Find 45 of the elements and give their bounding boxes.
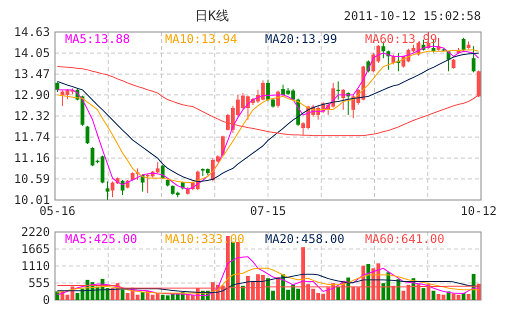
x-tick-label: 05-16 [39, 204, 76, 218]
candlestick [452, 58, 456, 70]
text: MA20:13.99 [265, 32, 338, 46]
line-series [56, 274, 480, 293]
y-tick-label: 10.01 [14, 192, 50, 207]
y-tick-label: 10.59 [14, 172, 50, 186]
y-tick-label: 1665 [21, 242, 50, 256]
y-tick-label: 12.32 [14, 108, 50, 123]
bar [472, 274, 476, 300]
x-tick-label: 10-12 [460, 204, 497, 218]
bar [120, 290, 124, 300]
bar [466, 294, 470, 300]
chart-subtitle: 2011-10-12 15:02:58 [344, 9, 481, 23]
candlestick [266, 79, 270, 102]
bar [140, 292, 145, 300]
line-series [56, 268, 480, 294]
text: MA10:13.94 [165, 32, 238, 46]
candlestick [86, 125, 90, 144]
line-series [56, 256, 480, 296]
y-tick-label: 1110 [21, 258, 50, 273]
bar [432, 290, 436, 300]
y-tick-label: 11.16 [14, 151, 50, 166]
text: MA5:425.00 [65, 232, 138, 246]
y-tick-label: 12.90 [14, 88, 50, 102]
candlestick [120, 180, 124, 196]
y-tick-label: 13.47 [14, 67, 50, 82]
candlestick [271, 98, 275, 108]
y-tick-label: 0 [42, 292, 50, 307]
text: MA60:641.00 [365, 232, 444, 246]
bar [231, 242, 235, 300]
bar [422, 288, 426, 300]
y-tick-label: 555 [28, 276, 50, 290]
candlestick [462, 37, 466, 52]
text: MA20:458.00 [265, 232, 344, 246]
candlestick [56, 82, 60, 92]
candlestick [106, 180, 110, 200]
y-tick-label: 2220 [21, 224, 50, 239]
y-tick-label: 14.05 [14, 46, 50, 60]
y-tick-label: 14.63 [14, 24, 50, 39]
text: MA5:13.88 [65, 32, 130, 46]
x-tick-label: 07-15 [250, 204, 286, 218]
chart-title: 日K线 [195, 9, 229, 24]
candlestick [336, 80, 340, 100]
candlestick [472, 46, 476, 73]
y-tick-label: 11.74 [14, 130, 50, 144]
